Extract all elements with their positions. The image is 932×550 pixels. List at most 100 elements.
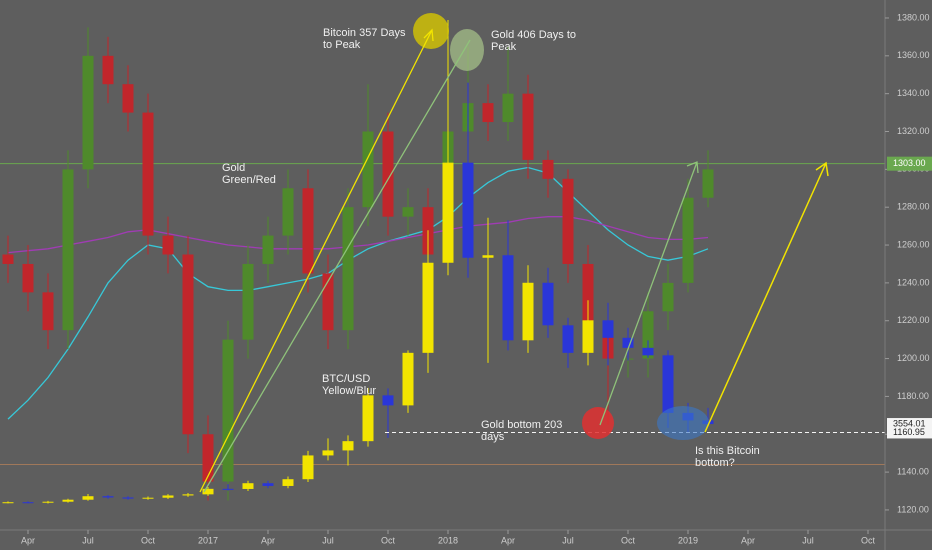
x-tick-label: Jul: [82, 535, 94, 545]
candle-body: [702, 169, 714, 198]
y-tick-label: 1360.00: [897, 50, 930, 60]
y-tick-label: 1140.00: [897, 466, 929, 476]
candle-body: [262, 235, 274, 264]
candle-body: [382, 395, 394, 406]
x-tick-label: 2017: [198, 535, 218, 545]
candle-body: [482, 255, 494, 258]
candle-body: [682, 197, 694, 283]
candle-body: [582, 320, 594, 353]
plot-area: [0, 20, 885, 504]
candle-body: [142, 112, 154, 236]
candle-body: [202, 434, 214, 482]
x-tick-label: Apr: [21, 535, 35, 545]
candle-body: [122, 84, 134, 113]
candle-body: [642, 347, 654, 356]
moving-average: [7, 216, 709, 254]
bottom-ellipse: [657, 406, 709, 440]
candle-body: [142, 497, 154, 499]
annotation: Peak: [491, 41, 517, 53]
candle-body: [342, 207, 354, 331]
candle-body: [522, 282, 534, 341]
y-tick-label: 1120.00: [897, 504, 929, 514]
y-tick-label: 1240.00: [897, 277, 930, 287]
candle-body: [322, 450, 334, 456]
price-label: 3554.01: [893, 418, 926, 428]
level-label: 1303.00: [893, 158, 926, 168]
candle-body: [182, 494, 194, 496]
x-tick-label: 2019: [678, 535, 698, 545]
y-tick-label: 1200.00: [897, 353, 930, 363]
candle-body: [662, 355, 674, 413]
annotation: to Peak: [323, 39, 361, 51]
x-tick-label: Oct: [141, 535, 156, 545]
candle-body: [342, 441, 354, 451]
axes: 1120.001140.001160.001180.001200.001220.…: [21, 12, 932, 545]
candle-body: [462, 162, 474, 258]
y-tick-label: 1340.00: [897, 88, 930, 98]
x-tick-label: 2018: [438, 535, 458, 545]
arrow: [599, 161, 698, 426]
y-tick-label: 1260.00: [897, 239, 930, 249]
candle-body: [242, 483, 254, 489]
x-tick-label: Jul: [322, 535, 334, 545]
y-tick-label: 1220.00: [897, 315, 930, 325]
candle-body: [42, 292, 54, 331]
moving-average: [7, 166, 709, 420]
x-tick-label: Jul: [562, 535, 574, 545]
x-tick-label: Apr: [501, 535, 515, 545]
annotation: Gold bottom 203: [481, 419, 562, 431]
annotation: Green/Red: [222, 174, 276, 186]
candle-body: [302, 188, 314, 274]
annotation: bottom?: [695, 457, 735, 469]
candle-body: [202, 488, 214, 495]
y-tick-label: 1380.00: [897, 12, 930, 22]
candle-body: [182, 254, 194, 435]
bottom-circle: [582, 407, 614, 439]
candle-body: [122, 497, 134, 499]
candle-body: [22, 263, 34, 293]
candle-body: [662, 282, 674, 312]
candle-body: [262, 483, 274, 486]
candle-body: [362, 395, 374, 442]
candle-body: [62, 169, 74, 331]
arrow-head: [423, 28, 434, 42]
candle-body: [82, 496, 94, 500]
arrow: [203, 39, 471, 493]
candle-body: [402, 352, 414, 406]
candle-body: [2, 254, 14, 264]
candle-body: [642, 311, 654, 359]
candle-body: [2, 502, 14, 504]
annotation: Is this Bitcoin: [695, 445, 760, 457]
price-label-box: [887, 426, 932, 439]
arrow: [199, 29, 433, 493]
candle-body: [302, 455, 314, 480]
candle-body: [322, 273, 334, 331]
arrow-head: [815, 161, 829, 177]
candle-body: [382, 131, 394, 217]
x-tick-label: Oct: [381, 535, 396, 545]
candle-body: [502, 93, 514, 123]
candle-body: [102, 55, 114, 85]
candle-body: [22, 502, 34, 504]
level-label-box: [887, 156, 932, 171]
y-tick-label: 1280.00: [897, 202, 930, 212]
candle-body: [442, 162, 454, 263]
candle-body: [502, 255, 514, 341]
candle-body: [102, 496, 114, 498]
candle-body: [542, 159, 554, 179]
candle-body: [82, 55, 94, 170]
annotation: BTC/USD: [322, 373, 370, 385]
y-tick-label: 1320.00: [897, 126, 930, 136]
candle-body: [422, 262, 434, 353]
candle-body: [622, 337, 634, 348]
candle-body: [562, 325, 574, 353]
candle-body: [282, 479, 294, 486]
candle-body: [162, 495, 174, 498]
candle-body: [582, 263, 594, 331]
candle-body: [282, 188, 294, 236]
candle-body: [482, 103, 494, 123]
candle-body: [362, 131, 374, 208]
candle-body: [222, 488, 234, 490]
